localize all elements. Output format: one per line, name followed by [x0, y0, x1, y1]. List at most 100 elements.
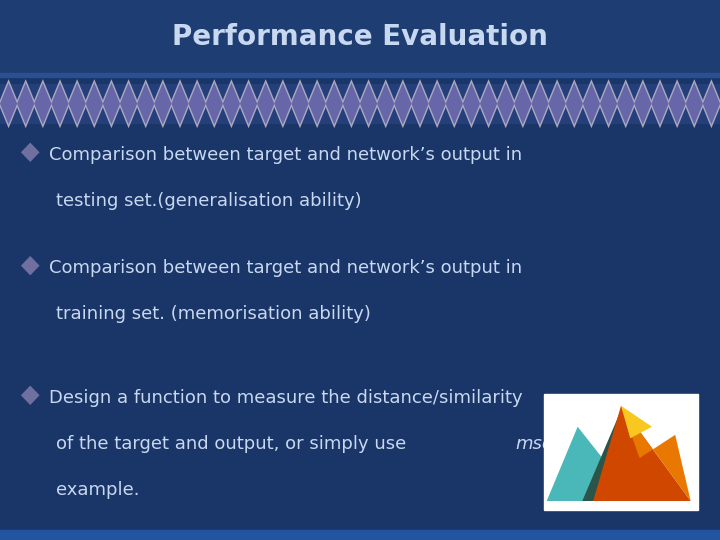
Polygon shape: [343, 83, 360, 124]
Polygon shape: [593, 406, 690, 501]
Polygon shape: [189, 83, 206, 124]
Polygon shape: [171, 83, 189, 124]
Polygon shape: [120, 83, 137, 124]
Polygon shape: [395, 83, 411, 124]
Polygon shape: [119, 79, 139, 128]
Polygon shape: [359, 79, 379, 128]
Polygon shape: [616, 79, 636, 128]
Polygon shape: [652, 83, 669, 124]
Text: of the target and output, or simply use: of the target and output, or simply use: [56, 435, 412, 453]
Polygon shape: [67, 79, 87, 128]
Text: Comparison between target and network’s output in: Comparison between target and network’s …: [49, 146, 522, 164]
Polygon shape: [514, 83, 531, 124]
Text: mse: mse: [516, 435, 554, 453]
Polygon shape: [463, 83, 480, 124]
Polygon shape: [16, 79, 36, 128]
Polygon shape: [103, 83, 120, 124]
Polygon shape: [341, 79, 361, 128]
Polygon shape: [137, 83, 154, 124]
Polygon shape: [309, 83, 325, 124]
Polygon shape: [462, 79, 482, 128]
Polygon shape: [221, 79, 241, 128]
Polygon shape: [257, 83, 274, 124]
Polygon shape: [495, 79, 516, 128]
Polygon shape: [582, 417, 634, 501]
Polygon shape: [51, 83, 68, 124]
Polygon shape: [153, 79, 173, 128]
Polygon shape: [598, 79, 618, 128]
Polygon shape: [479, 79, 499, 128]
Polygon shape: [566, 83, 583, 124]
Polygon shape: [600, 83, 617, 124]
Polygon shape: [428, 83, 446, 124]
Polygon shape: [102, 79, 122, 128]
Polygon shape: [564, 79, 585, 128]
Polygon shape: [21, 143, 40, 162]
Polygon shape: [497, 83, 514, 124]
Polygon shape: [273, 79, 293, 128]
Polygon shape: [427, 79, 447, 128]
Text: for: for: [564, 435, 595, 453]
Polygon shape: [703, 83, 720, 124]
Text: training set. (memorisation ability): training set. (memorisation ability): [56, 305, 371, 323]
Bar: [0, 84, 720, 123]
Polygon shape: [0, 79, 19, 128]
Polygon shape: [17, 83, 35, 124]
Polygon shape: [669, 83, 685, 124]
Text: testing set.(generalisation ability): testing set.(generalisation ability): [56, 192, 361, 210]
Polygon shape: [621, 406, 652, 438]
Polygon shape: [135, 79, 156, 128]
Polygon shape: [35, 83, 51, 124]
Polygon shape: [531, 83, 549, 124]
Polygon shape: [187, 79, 207, 128]
Polygon shape: [86, 83, 103, 124]
Polygon shape: [411, 83, 428, 124]
Polygon shape: [444, 79, 464, 128]
Polygon shape: [530, 79, 550, 128]
Polygon shape: [238, 79, 258, 128]
Polygon shape: [634, 83, 652, 124]
Polygon shape: [292, 83, 309, 124]
Polygon shape: [480, 83, 497, 124]
Polygon shape: [549, 83, 566, 124]
Polygon shape: [274, 83, 292, 124]
Polygon shape: [583, 83, 600, 124]
Polygon shape: [84, 79, 104, 128]
Polygon shape: [546, 427, 603, 501]
Bar: [0, 73, 720, 77]
Polygon shape: [650, 79, 670, 128]
Polygon shape: [21, 386, 40, 405]
Polygon shape: [32, 79, 53, 128]
Polygon shape: [223, 83, 240, 124]
Polygon shape: [325, 83, 343, 124]
Polygon shape: [633, 79, 653, 128]
Polygon shape: [206, 83, 223, 124]
Bar: [0, 530, 720, 540]
Polygon shape: [307, 79, 328, 128]
Polygon shape: [324, 79, 344, 128]
Text: example.: example.: [56, 481, 140, 498]
Polygon shape: [360, 83, 377, 124]
Polygon shape: [290, 79, 310, 128]
Text: Design a function to measure the distance/similarity: Design a function to measure the distanc…: [49, 389, 523, 407]
Polygon shape: [170, 79, 190, 128]
Polygon shape: [68, 83, 86, 124]
Polygon shape: [377, 83, 395, 124]
Polygon shape: [617, 83, 634, 124]
Polygon shape: [154, 83, 171, 124]
Polygon shape: [685, 83, 703, 124]
Polygon shape: [256, 79, 276, 128]
Polygon shape: [701, 79, 720, 128]
Polygon shape: [410, 79, 430, 128]
Polygon shape: [513, 79, 533, 128]
Text: Performance Evaluation: Performance Evaluation: [172, 23, 548, 51]
Polygon shape: [392, 79, 413, 128]
Polygon shape: [0, 83, 17, 124]
Polygon shape: [684, 79, 704, 128]
Polygon shape: [376, 79, 396, 128]
Polygon shape: [547, 79, 567, 128]
Text: Comparison between target and network’s output in: Comparison between target and network’s …: [49, 259, 522, 277]
Polygon shape: [667, 79, 688, 128]
Polygon shape: [50, 79, 70, 128]
Bar: [0, 0, 720, 73]
